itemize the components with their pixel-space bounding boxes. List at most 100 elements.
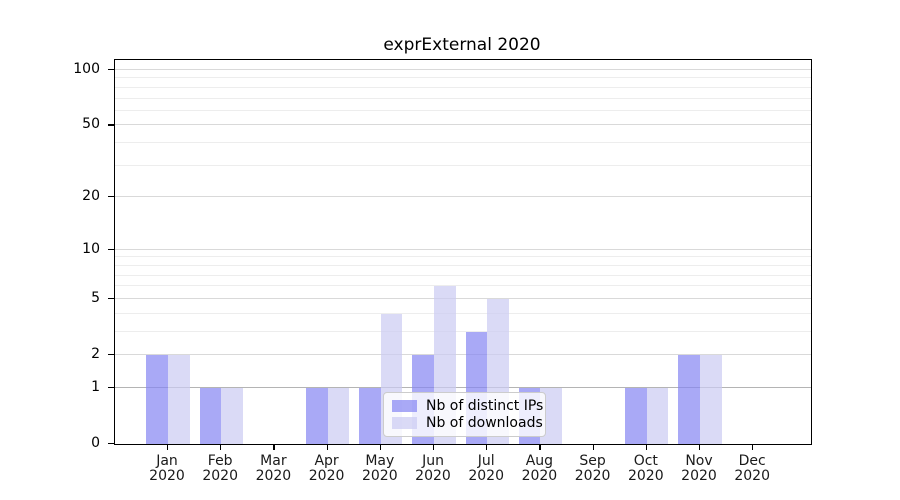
year-label: 2020 [149,468,185,484]
x-tick-label-nov: Nov 2020 [669,454,729,484]
minor-gridline [115,312,811,314]
y-tick-label-100: 100 [73,61,100,78]
y-tick-label-5: 5 [91,289,100,306]
plot-area [114,59,812,445]
year-label: 2020 [574,468,611,484]
x-tick-mark [220,444,222,450]
legend-label: Nb of distinct IPs [426,397,544,414]
minor-gridline [115,77,811,79]
x-tick-label-feb: Feb 2020 [190,454,250,484]
y-tick-mark [108,353,114,356]
downloads-swatch [392,417,417,430]
month-label: Aug [525,453,554,469]
month-label: Jul [477,453,495,469]
x-tick-label-oct: Oct 2020 [616,454,676,484]
y-tick-label-10: 10 [82,240,100,257]
year-label: 2020 [521,468,558,484]
x-tick-mark [486,444,488,450]
major-gridline-5 [115,297,811,299]
bar-distinct-ips-may [359,387,381,444]
year-label: 2020 [308,468,345,484]
x-tick-mark [326,444,328,450]
legend-item-distinct-ips: Nb of distinct IPs [392,398,543,414]
x-tick-mark [379,444,381,450]
month-label: Jun [422,453,444,469]
year-label: 2020 [255,468,292,484]
year-label: 2020 [468,468,504,484]
minor-gridline [115,97,811,99]
bar-downloads-apr [327,387,350,444]
minor-gridline [115,256,811,258]
y-tick-mark [108,196,114,198]
x-tick-label-dec: Dec 2020 [722,454,782,484]
bar-distinct-ips-oct [625,387,647,444]
minor-gridline [115,109,811,111]
year-label: 2020 [415,468,451,484]
x-tick-mark [592,444,594,450]
bar-downloads-jan [168,354,190,444]
x-tick-label-may: May 2020 [350,454,410,484]
x-tick-mark [273,444,275,450]
x-tick-mark [167,444,169,450]
major-gridline-50 [115,124,811,126]
legend-item-downloads: Nb of downloads [392,415,543,431]
month-label: Feb [207,453,233,469]
y-tick-mark [108,124,114,126]
major-gridline-100 [115,69,811,71]
x-tick-label-sep: Sep 2020 [563,454,623,484]
y-tick-label-1: 1 [91,378,100,395]
minor-gridline [115,164,811,166]
month-label: Dec [738,453,766,469]
minor-gridline [115,264,811,266]
month-label: Apr [314,453,339,469]
x-tick-mark [433,444,435,450]
y-tick-mark [108,386,114,389]
major-gridline-20 [115,196,811,198]
y-tick-mark [108,443,114,445]
x-tick-mark [645,444,647,450]
bar-distinct-ips-jan [146,354,168,444]
bar-distinct-ips-nov [678,354,700,444]
bar-downloads-feb [221,387,243,444]
minor-gridline [115,86,811,88]
x-tick-label-apr: Apr 2020 [297,454,357,484]
distinct-ips-swatch [392,399,417,412]
bar-distinct-ips-feb [199,387,222,444]
legend-label: Nb of downloads [426,415,543,432]
minor-gridline [115,274,811,276]
bar-downloads-nov [700,354,722,444]
y-tick-label-2: 2 [91,345,100,362]
year-label: 2020 [202,468,238,484]
bar-downloads-oct [646,387,669,444]
month-label: Jan [156,453,178,469]
minor-gridline [115,330,811,332]
month-label: Oct [633,453,658,469]
y-tick-label-20: 20 [82,188,100,205]
month-label: Sep [579,453,606,469]
year-label: 2020 [627,468,664,484]
legend: Nb of distinct IPs Nb of downloads [383,392,546,437]
x-tick-mark [699,444,701,450]
major-gridline-1 [115,386,811,388]
year-label: 2020 [681,468,717,484]
minor-gridline [115,142,811,144]
y-tick-mark [108,69,114,71]
year-label: 2020 [734,468,770,484]
major-gridline-2 [115,353,811,355]
x-tick-label-mar: Mar 2020 [243,454,303,484]
y-tick-label-0: 0 [91,435,100,451]
x-tick-mark [752,444,754,450]
x-tick-label-jul: Jul 2020 [456,454,516,484]
year-label: 2020 [361,468,398,484]
y-tick-label-50: 50 [82,116,100,133]
major-gridline-10 [115,248,811,250]
chart-title: exprExternal 2020 [383,35,541,55]
y-tick-mark [108,248,114,250]
y-tick-mark [108,297,114,299]
x-tick-label-jun: Jun 2020 [403,454,463,484]
month-label: Mar [260,453,287,469]
minor-gridline [115,285,811,287]
month-label: Nov [685,453,713,469]
x-tick-mark [539,444,541,450]
